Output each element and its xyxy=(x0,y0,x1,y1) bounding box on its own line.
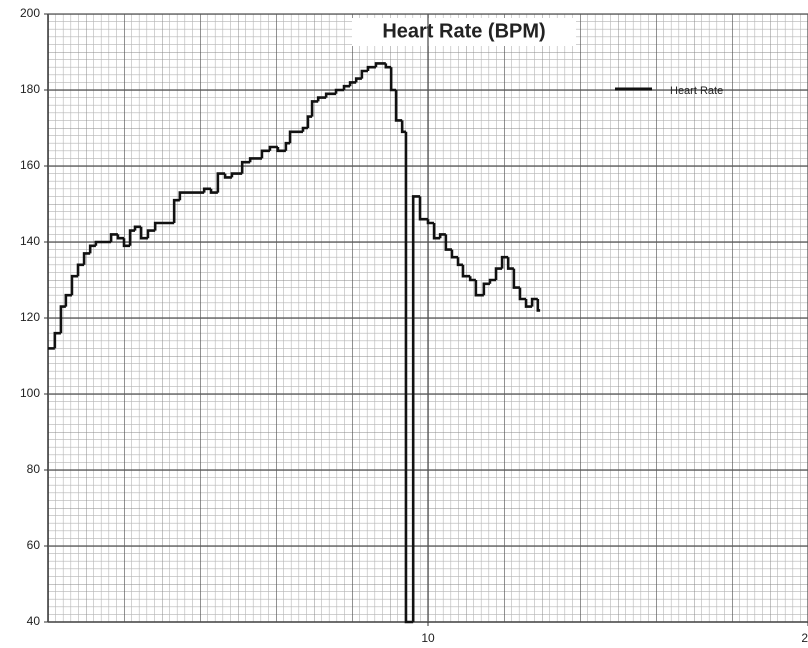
step-segment xyxy=(70,274,79,296)
step-segment xyxy=(284,141,291,151)
step-segment xyxy=(524,299,533,308)
step-segment xyxy=(366,65,376,71)
step-segment xyxy=(450,249,459,259)
step-segment xyxy=(94,240,112,246)
step-segment xyxy=(474,280,484,297)
step-segment xyxy=(306,115,313,128)
step-segment xyxy=(426,219,435,225)
step-segment xyxy=(153,221,175,231)
step-segment xyxy=(59,305,66,334)
step-segment xyxy=(342,84,351,90)
step-segment xyxy=(316,96,327,102)
step-segment xyxy=(209,188,218,194)
step-segment xyxy=(324,92,337,98)
step-segment xyxy=(301,126,308,132)
legend-label: Heart Rate xyxy=(670,85,723,97)
step-segment xyxy=(482,282,490,296)
y-tick-label: 200 xyxy=(20,6,40,20)
step-segment xyxy=(76,263,85,277)
step-segment xyxy=(82,252,91,265)
step-segment xyxy=(230,172,243,178)
step-segment xyxy=(122,238,131,248)
y-tick-label: 160 xyxy=(20,158,40,172)
step-segment xyxy=(240,160,251,174)
step-segment xyxy=(360,69,368,79)
step-segment xyxy=(494,267,503,280)
step-segment xyxy=(506,257,514,270)
step-segment xyxy=(530,297,538,307)
y-tick-label: 60 xyxy=(27,538,41,552)
step-segment xyxy=(334,88,345,94)
step-segment xyxy=(354,77,362,83)
step-segment xyxy=(310,100,319,117)
step-segment xyxy=(248,157,262,163)
step-segment xyxy=(288,130,303,144)
step-segment xyxy=(512,268,520,289)
step-segment xyxy=(202,187,212,193)
step-segment xyxy=(109,233,118,242)
step-segment xyxy=(384,63,392,69)
step-segment xyxy=(374,62,386,68)
step-segment xyxy=(348,81,357,87)
step-segment xyxy=(456,257,463,267)
step-segment xyxy=(432,223,441,240)
step-segment xyxy=(500,255,509,269)
step-segment xyxy=(488,278,497,284)
x-tick-label: 10 xyxy=(421,631,435,645)
step-segment xyxy=(468,276,476,282)
step-segment xyxy=(404,131,414,624)
step-segment xyxy=(216,172,226,193)
x-tick-label: 20 xyxy=(801,631,808,645)
step-segment xyxy=(116,234,124,240)
step-segment xyxy=(461,264,471,278)
y-tick-label: 100 xyxy=(20,386,40,400)
step-segment xyxy=(223,173,232,179)
step-segment xyxy=(268,145,278,151)
y-tick-label: 180 xyxy=(20,82,40,96)
step-segment xyxy=(260,149,270,159)
step-segment xyxy=(64,293,72,307)
y-tick-label: 40 xyxy=(27,614,41,628)
step-segment xyxy=(394,90,403,122)
step-segment xyxy=(178,191,205,201)
step-segment xyxy=(418,196,428,221)
step-segment xyxy=(139,226,148,240)
step-segment xyxy=(411,195,421,622)
step-segment xyxy=(444,234,452,251)
step-segment xyxy=(88,244,96,254)
step-segment xyxy=(146,229,156,239)
step-segment xyxy=(276,147,286,153)
step-segment xyxy=(536,299,541,312)
y-tick-label: 80 xyxy=(27,462,41,476)
step-segment xyxy=(438,233,446,239)
step-segment xyxy=(53,331,61,349)
step-segment xyxy=(128,229,136,246)
step-segment xyxy=(518,287,527,301)
y-tick-label: 120 xyxy=(20,310,40,324)
y-tick-label: 140 xyxy=(20,234,40,248)
step-segment xyxy=(389,67,397,92)
step-segment xyxy=(133,225,142,231)
step-segment xyxy=(172,198,180,223)
chart-title: Heart Rate (BPM) xyxy=(382,20,545,42)
title-backdrop xyxy=(352,18,576,46)
